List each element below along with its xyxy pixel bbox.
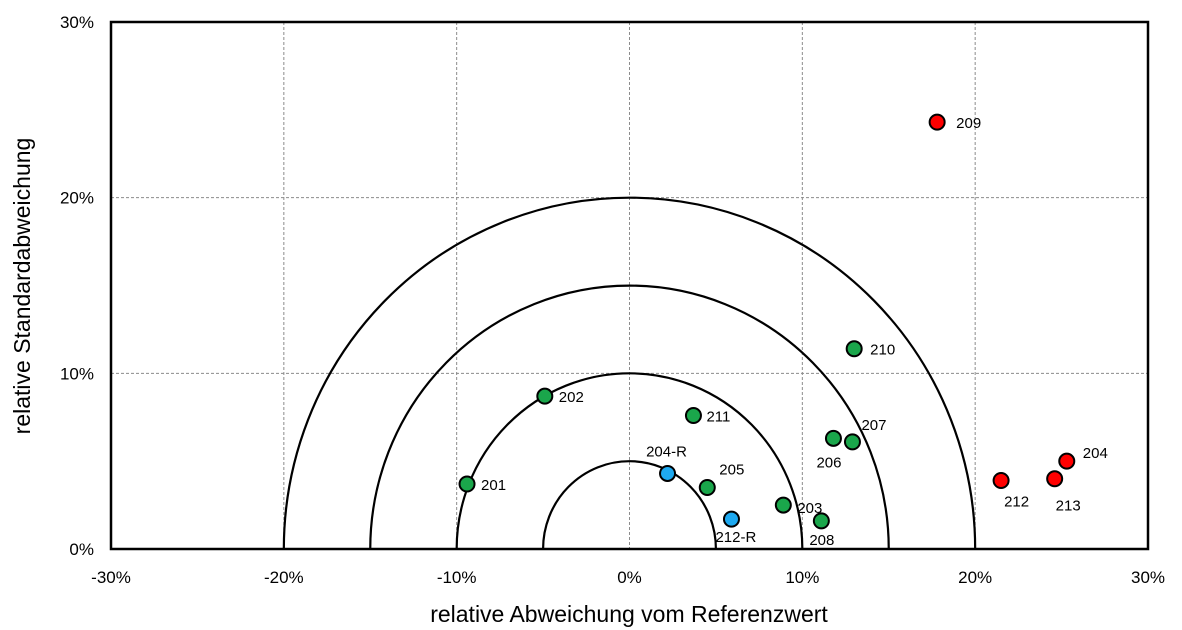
semicircle-r20 bbox=[282, 196, 977, 550]
data-point-211 bbox=[684, 406, 702, 424]
data-point-213 bbox=[1046, 470, 1064, 488]
y-axis-title: relative Standardabweichung bbox=[9, 138, 35, 435]
data-point-212-R bbox=[722, 510, 740, 528]
data-point-204 bbox=[1058, 452, 1076, 470]
x-tick-label: 20% bbox=[958, 568, 992, 587]
point-label-212: 212 bbox=[1004, 493, 1029, 510]
data-point-202 bbox=[536, 387, 554, 405]
x-tick-label: -20% bbox=[264, 568, 304, 587]
data-points: 201 202 203 204 204-R 205 206 207 208 209 210 211 21… bbox=[458, 113, 1108, 549]
semicircle-r10 bbox=[455, 372, 804, 550]
reference-semicircles bbox=[282, 196, 977, 550]
semicircle-r5 bbox=[541, 460, 718, 550]
x-tick-label: 30% bbox=[1131, 568, 1165, 587]
x-axis-ticks: -30% -20% -10% 0% 10% 20% 30% bbox=[91, 568, 1165, 587]
y-tick-label: 0% bbox=[69, 540, 94, 559]
point-label-205: 205 bbox=[719, 462, 744, 479]
data-point-212 bbox=[992, 471, 1010, 489]
point-label-213: 213 bbox=[1056, 498, 1081, 515]
data-point-207 bbox=[843, 433, 861, 451]
y-axis-ticks: 0% 10% 20% 30% bbox=[60, 13, 94, 559]
point-label-202: 202 bbox=[559, 389, 584, 406]
plot-area-frame bbox=[109, 20, 1150, 551]
data-point-203 bbox=[774, 496, 792, 514]
x-axis-title: relative Abweichung vom Referenzwert bbox=[430, 601, 828, 627]
data-point-210 bbox=[845, 340, 863, 358]
gridlines bbox=[111, 22, 1148, 549]
x-tick-label: -30% bbox=[91, 568, 131, 587]
y-tick-label: 10% bbox=[60, 364, 94, 383]
y-tick-label: 30% bbox=[60, 13, 94, 32]
point-label-201: 201 bbox=[481, 477, 506, 494]
semicircle-r15 bbox=[369, 284, 890, 550]
data-point-206 bbox=[824, 429, 842, 447]
x-tick-label: -10% bbox=[437, 568, 477, 587]
x-tick-label: 10% bbox=[785, 568, 819, 587]
point-label-209: 209 bbox=[956, 115, 981, 132]
point-label-211: 211 bbox=[706, 408, 730, 425]
data-point-201 bbox=[458, 475, 476, 493]
x-tick-label: 0% bbox=[617, 568, 642, 587]
point-label-207: 207 bbox=[861, 417, 886, 434]
point-label-203: 203 bbox=[797, 500, 822, 517]
point-label-204: 204 bbox=[1083, 445, 1108, 462]
data-point-208 bbox=[812, 512, 830, 530]
point-label-210: 210 bbox=[870, 342, 895, 359]
point-label-208: 208 bbox=[809, 532, 834, 549]
data-point-205 bbox=[698, 479, 716, 497]
point-label-204-R: 204-R bbox=[646, 443, 687, 460]
point-label-212-R: 212-R bbox=[715, 529, 756, 546]
data-point-204-R bbox=[659, 464, 677, 482]
point-label-206: 206 bbox=[816, 454, 841, 471]
data-point-209 bbox=[928, 113, 946, 131]
y-tick-label: 20% bbox=[60, 189, 94, 208]
